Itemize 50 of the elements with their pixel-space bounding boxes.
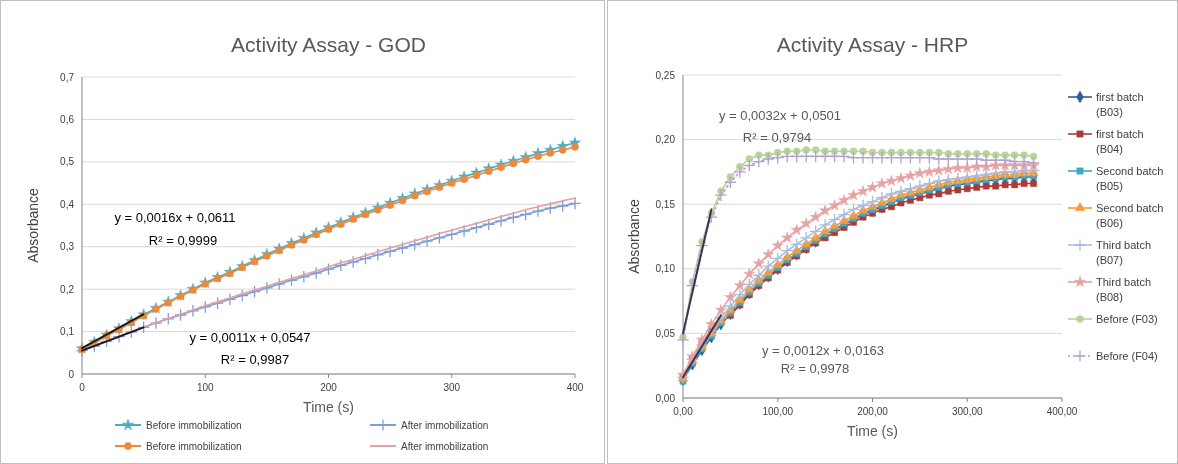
y-axis-title: Absorbance <box>25 187 41 263</box>
x-tick-label: 0,00 <box>673 406 694 417</box>
y-tick-label: 0,4 <box>60 198 75 210</box>
y-tick-label: 0,3 <box>60 241 75 253</box>
y-tick-label: 0,15 <box>655 198 676 210</box>
annotation: y = 0,0012x + 0,0163 <box>761 343 885 358</box>
y-tick-label: 0,1 <box>60 326 75 338</box>
y-tick-label: 0,10 <box>655 263 676 275</box>
x-tick-label: 400 <box>566 382 584 393</box>
y-tick-label: 0,00 <box>655 392 676 404</box>
x-axis-title: Time (s) <box>303 399 354 415</box>
legend-label: Before immobilization <box>146 419 242 431</box>
x-tick-label: 200,00 <box>857 406 889 417</box>
legend-label: Before immobilization <box>146 440 242 452</box>
annotation: R² = 0,9999 <box>148 233 218 248</box>
y-tick-label: 0,25 <box>655 69 676 81</box>
chart-title: Activity Assay - HRP <box>776 33 969 56</box>
x-tick-label: 0 <box>79 382 86 393</box>
y-tick-label: 0 <box>68 368 75 380</box>
x-tick-label: 100,00 <box>762 406 794 417</box>
annotation: y = 0,0032x + 0,0501 <box>718 108 842 123</box>
x-tick-label: 300,00 <box>951 406 983 417</box>
legend-label: Third batch (B07) <box>1096 239 1152 266</box>
legend-label: Second batch (B05) <box>1096 165 1164 192</box>
y-tick-label: 0,2 <box>60 283 75 295</box>
y-tick-label: 0,05 <box>655 327 676 339</box>
legend-label: After immobilization <box>401 419 489 431</box>
legend-label: Before (F04) <box>1096 350 1158 362</box>
chart-title: Activity Assay - GOD <box>231 33 426 56</box>
y-tick-label: 0,5 <box>60 156 75 168</box>
annotation: R² = 0,9987 <box>220 352 290 367</box>
legend-label: Third batch (B08) <box>1096 276 1152 303</box>
x-tick-label: 200 <box>320 382 338 393</box>
y-tick-label: 0,6 <box>60 113 75 125</box>
annotation: R² = 0,9978 <box>780 361 850 376</box>
legend-label: Before (F03) <box>1096 313 1158 325</box>
annotation: y = 0,0011x + 0,0547 <box>189 330 311 345</box>
legend-label: After immobilization <box>401 440 489 452</box>
legend-label: Second batch (B06) <box>1096 202 1164 229</box>
y-tick-label: 0,20 <box>655 134 676 146</box>
x-tick-label: 100 <box>196 382 215 393</box>
x-axis-title: Time (s) <box>847 423 898 439</box>
legend-label: first batch (B03) <box>1096 91 1144 118</box>
y-tick-label: 0,7 <box>60 71 75 83</box>
annotation: y = 0,0016x + 0,0611 <box>114 210 236 225</box>
y-axis-title: Absorbance <box>626 198 642 274</box>
annotation: R² = 0,9794 <box>742 130 812 145</box>
legend-label: first batch (B04) <box>1096 128 1144 155</box>
x-tick-label: 400,00 <box>1046 406 1078 417</box>
x-tick-label: 300 <box>443 382 461 393</box>
